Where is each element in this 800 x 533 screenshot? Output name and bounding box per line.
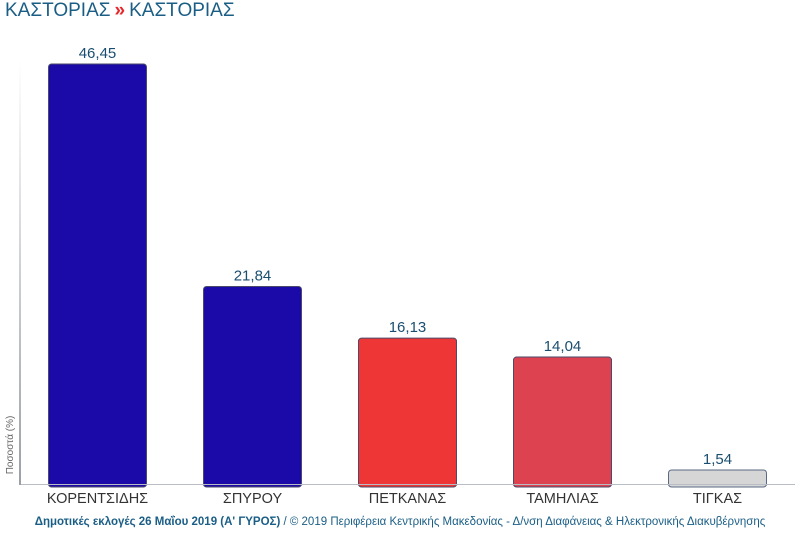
breadcrumb-municipality: ΚΑΣΤΟΡΙΑΣ	[129, 0, 235, 21]
value-label-1: 46,45	[79, 45, 117, 62]
bar-4	[513, 356, 612, 488]
y-axis-line	[19, 60, 21, 485]
category-label-5: ΤΙΓΚΑΣ	[693, 491, 742, 507]
category-label-1: ΚΟΡΕΝΤΣΙΔΗΣ	[47, 491, 148, 507]
footer-copyright: / © 2019 Περιφέρεια Κεντρικής Μακεδονίας…	[280, 516, 766, 528]
category-label-4: ΤΑΜΗΛΙΑΣ	[526, 491, 598, 507]
value-label-5: 1,54	[703, 451, 732, 468]
breadcrumb-separator: »	[114, 0, 126, 21]
bar-chart: Ποσοστά (%) 46,45 ΚΟΡΕΝΤΣΙΔΗΣ 21,84 ΣΠΥΡΟΥ 1…	[4, 45, 795, 507]
value-label-4: 14,04	[544, 338, 582, 355]
bar-5	[668, 469, 767, 488]
y-axis-label: Ποσοστά (%)	[4, 416, 16, 475]
bar-1	[48, 63, 147, 488]
footer: Δημοτικές εκλογές 26 Μαΐου 2019 (Α' ΓΥΡΟ…	[0, 516, 800, 528]
category-label-2: ΣΠΥΡΟΥ	[223, 491, 283, 507]
footer-election: Δημοτικές εκλογές 26 Μαΐου 2019 (Α' ΓΥΡΟ…	[34, 516, 281, 528]
breadcrumb: ΚΑΣΤΟΡΙΑΣ» ΚΑΣΤΟΡΙΑΣ	[5, 0, 235, 22]
value-label-2: 21,84	[234, 268, 272, 285]
breadcrumb-region: ΚΑΣΤΟΡΙΑΣ	[5, 0, 111, 21]
value-label-3: 16,13	[389, 319, 427, 336]
bar-3	[358, 337, 457, 488]
bar-2	[203, 286, 302, 488]
category-label-3: ΠΕΤΚΑΝΑΣ	[369, 491, 446, 507]
